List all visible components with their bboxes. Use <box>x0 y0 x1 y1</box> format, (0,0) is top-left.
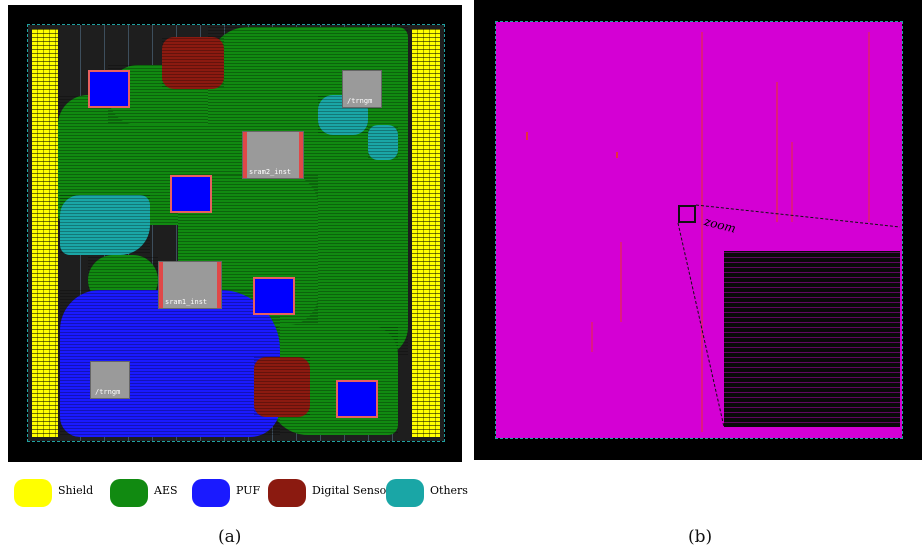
others-region <box>368 125 398 160</box>
trng-macro-bottom: /trngm <box>90 361 130 399</box>
speck-line <box>620 242 622 322</box>
trng-macro-top: /trngm <box>342 70 382 108</box>
speck-line <box>701 32 703 432</box>
puf-macro <box>88 70 130 108</box>
speck-line <box>791 142 793 222</box>
sram2-label: sram2_inst <box>249 168 292 176</box>
floorplan-panel-a: /trngm sram2_inst sram1_inst /trngm <box>8 5 462 462</box>
zoom-lines <box>677 204 901 428</box>
sram-edge <box>159 262 163 308</box>
others-region <box>60 195 150 255</box>
digital-sensor-region <box>254 357 310 417</box>
zoom-detail-box <box>724 251 900 427</box>
caption-b: (b) <box>688 527 713 547</box>
legend-swatch <box>386 479 424 507</box>
sram1-label: sram1_inst <box>165 298 208 306</box>
legend: Shield AES PUF Digital Sensors Others <box>14 474 468 514</box>
puf-macro <box>170 175 212 213</box>
shield-left <box>32 29 58 437</box>
sram-edge <box>299 132 303 178</box>
legend-label: PUF <box>236 484 261 497</box>
chip-core-b: zoom <box>495 21 903 439</box>
trng-label: /trngm <box>347 97 373 105</box>
chip-core-a: /trngm sram2_inst sram1_inst /trngm <box>27 24 445 442</box>
shield-right <box>412 29 440 437</box>
digital-sensor-region <box>162 37 224 89</box>
trng-label: /trngm <box>95 388 121 396</box>
zoom-source-square <box>678 205 696 223</box>
shield-panel-b: zoom <box>474 0 922 460</box>
speck-dot <box>616 152 618 158</box>
sram-edge <box>243 132 247 178</box>
sram1-macro: sram1_inst <box>158 261 222 309</box>
zoom-line-top <box>695 204 901 228</box>
caption-a: (a) <box>218 527 242 547</box>
legend-swatch <box>192 479 230 507</box>
grid-line <box>176 25 177 441</box>
zoom-line-bottom <box>677 222 725 428</box>
speck-line <box>591 322 593 352</box>
legend-label: AES <box>154 484 178 497</box>
sram2-macro: sram2_inst <box>242 131 304 179</box>
puf-macro <box>336 380 378 418</box>
grid-line <box>152 25 153 441</box>
sram-edge <box>217 262 221 308</box>
puf-macro <box>253 277 295 315</box>
legend-swatch <box>14 479 52 507</box>
legend-swatch <box>110 479 148 507</box>
legend-label: Shield <box>58 484 94 497</box>
speck-line <box>868 32 870 222</box>
speck-dot <box>526 132 528 140</box>
legend-label: Others <box>430 484 468 497</box>
legend-label: Digital Sensors <box>312 484 398 497</box>
speck-line <box>776 82 778 222</box>
legend-swatch <box>268 479 306 507</box>
